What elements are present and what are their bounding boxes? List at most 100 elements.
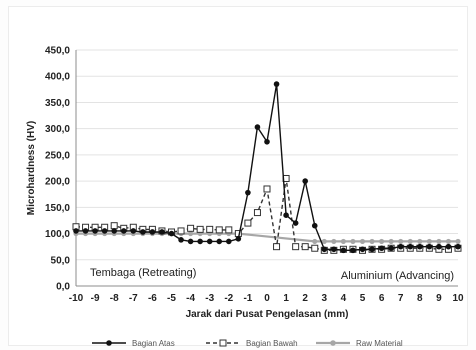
data-point bbox=[388, 245, 394, 252]
y-tick-label: 50,0 bbox=[51, 255, 71, 266]
data-point bbox=[178, 237, 184, 243]
x-tick-label: -6 bbox=[148, 293, 157, 304]
x-tick-label: -9 bbox=[91, 293, 100, 304]
data-point bbox=[397, 243, 404, 250]
data-point bbox=[140, 229, 146, 235]
data-point bbox=[311, 244, 319, 252]
data-point bbox=[196, 225, 204, 233]
data-point bbox=[407, 243, 414, 250]
data-point bbox=[359, 238, 366, 245]
x-tick-label: 10 bbox=[452, 293, 464, 304]
data-point bbox=[369, 246, 375, 253]
data-point bbox=[417, 238, 423, 245]
annotation-left: Tembaga (Retreating) bbox=[90, 267, 196, 279]
data-point bbox=[273, 81, 280, 87]
data-point bbox=[273, 243, 281, 251]
data-point bbox=[92, 228, 98, 234]
data-point bbox=[445, 243, 452, 250]
x-tick-label: -10 bbox=[69, 293, 84, 304]
legend-label: Raw Material bbox=[356, 339, 403, 348]
legend-swatch-marker bbox=[330, 340, 336, 346]
x-tick-label: -5 bbox=[167, 293, 176, 304]
x-axis-title: Jarak dari Pusat Pengelasan (mm) bbox=[186, 309, 349, 320]
data-point bbox=[379, 238, 385, 245]
data-point bbox=[206, 238, 213, 245]
data-point bbox=[321, 246, 328, 253]
data-point bbox=[253, 209, 261, 217]
x-tick-label: 5 bbox=[360, 293, 366, 304]
data-point bbox=[426, 238, 432, 245]
data-point bbox=[254, 124, 261, 130]
data-point bbox=[407, 238, 413, 245]
data-point bbox=[312, 238, 318, 245]
data-point bbox=[292, 220, 299, 226]
y-tick-label: 250,0 bbox=[45, 150, 70, 161]
x-tick-label: 2 bbox=[302, 293, 308, 304]
data-point bbox=[159, 229, 165, 235]
data-point bbox=[187, 238, 194, 245]
y-tick-label: 450,0 bbox=[45, 46, 70, 57]
x-tick-label: 6 bbox=[379, 293, 385, 304]
data-point bbox=[225, 226, 233, 234]
x-tick-label: 4 bbox=[341, 293, 347, 304]
data-point bbox=[302, 178, 309, 184]
data-point bbox=[398, 238, 404, 245]
data-point bbox=[206, 225, 214, 233]
data-point bbox=[359, 246, 366, 253]
data-point bbox=[235, 236, 242, 242]
data-point bbox=[436, 243, 442, 250]
x-tick-label: 3 bbox=[322, 293, 328, 304]
data-point bbox=[455, 243, 461, 250]
data-point bbox=[350, 238, 356, 245]
y-tick-label: 100,0 bbox=[45, 229, 70, 240]
data-point bbox=[216, 238, 223, 245]
x-tick-label: -4 bbox=[186, 293, 195, 304]
data-point bbox=[101, 228, 108, 234]
data-point bbox=[369, 238, 375, 245]
data-point bbox=[264, 138, 270, 145]
data-point bbox=[436, 238, 442, 245]
data-point bbox=[263, 185, 271, 193]
data-point bbox=[340, 247, 347, 254]
data-point bbox=[445, 238, 452, 245]
data-point bbox=[111, 228, 117, 234]
chart-frame bbox=[8, 6, 468, 346]
data-point bbox=[73, 228, 79, 234]
x-tick-label: 0 bbox=[264, 293, 270, 304]
x-tick-label: 7 bbox=[398, 293, 404, 304]
data-point bbox=[187, 224, 195, 232]
y-axis-title: Microhardness (HV) bbox=[26, 121, 37, 215]
annotation-right: Aluminium (Advancing) bbox=[341, 270, 454, 282]
data-point bbox=[378, 245, 385, 252]
data-point bbox=[301, 243, 309, 251]
data-point bbox=[331, 246, 337, 253]
series-line bbox=[76, 232, 458, 243]
legend-label: Bagian Bawah bbox=[246, 339, 298, 348]
data-point bbox=[245, 189, 251, 196]
data-point bbox=[110, 222, 118, 230]
data-point bbox=[292, 243, 300, 251]
data-point bbox=[120, 228, 127, 234]
x-tick-label: -2 bbox=[224, 293, 233, 304]
x-tick-label: -7 bbox=[129, 293, 138, 304]
data-point bbox=[311, 222, 318, 229]
x-tick-label: 8 bbox=[417, 293, 423, 304]
data-point bbox=[244, 219, 252, 227]
data-point bbox=[177, 227, 185, 235]
x-tick-label: -1 bbox=[243, 293, 252, 304]
data-point bbox=[226, 238, 232, 245]
legend-swatch-marker bbox=[219, 339, 227, 347]
y-tick-label: 200,0 bbox=[45, 177, 70, 188]
data-point bbox=[321, 238, 327, 245]
x-tick-label: 9 bbox=[436, 293, 442, 304]
data-point bbox=[388, 238, 394, 245]
data-point bbox=[426, 243, 433, 250]
x-tick-label: -3 bbox=[205, 293, 214, 304]
data-point bbox=[340, 238, 346, 245]
legend-label: Bagian Atas bbox=[132, 339, 175, 348]
data-point bbox=[283, 212, 289, 218]
data-point bbox=[130, 228, 137, 234]
y-tick-label: 0,0 bbox=[56, 282, 70, 293]
